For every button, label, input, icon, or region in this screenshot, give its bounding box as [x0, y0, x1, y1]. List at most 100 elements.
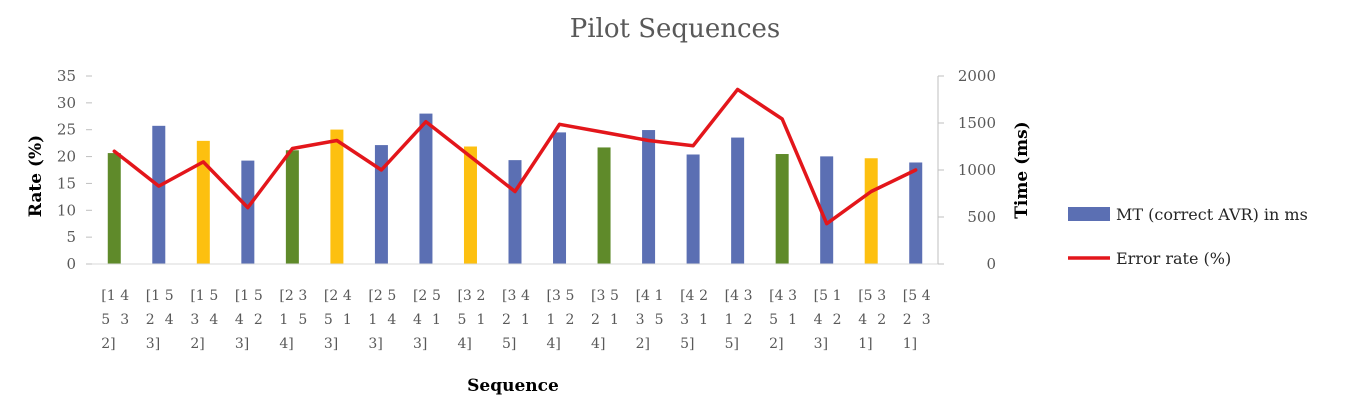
category-label-18-2: 1] — [903, 336, 917, 352]
category-label-6-1: 1 — [368, 312, 377, 328]
bar-series — [107, 113, 923, 264]
legend-label-line: Error rate (%) — [1116, 249, 1231, 268]
category-label-9-2: 5] — [502, 336, 516, 352]
category-label-6-2: 3] — [368, 336, 382, 352]
category-label-8-4: 1 — [476, 312, 485, 328]
category-label-0-3: 4 — [120, 288, 129, 304]
category-label-7-3: 5 — [432, 288, 441, 304]
left-tick-label-6: 30 — [57, 94, 76, 112]
bar-7 — [419, 113, 433, 264]
category-label-5-3: 4 — [343, 288, 352, 304]
category-label-13-2: 5] — [680, 336, 694, 352]
category-label-10-2: 4] — [547, 336, 561, 352]
category-label-4-1: 1 — [279, 312, 288, 328]
category-label-2-1: 3 — [190, 312, 199, 328]
right-axis-title: Time (ms) — [1012, 121, 1032, 218]
category-label-10-3: 5 — [566, 288, 575, 304]
category-label-2-4: 4 — [209, 312, 218, 328]
category-label-6-3: 5 — [387, 288, 396, 304]
category-label-18-0: [5 — [903, 288, 917, 304]
category-label-8-3: 2 — [476, 288, 485, 304]
bar-4 — [285, 150, 299, 264]
category-label-7-2: 3] — [413, 336, 427, 352]
category-label-3-1: 4 — [235, 312, 244, 328]
bar-14 — [731, 137, 745, 264]
bar-8 — [463, 146, 477, 264]
bar-3 — [241, 160, 255, 264]
bar-17 — [864, 158, 878, 264]
left-axis: 0 5 10 15 20 25 30 35 — [57, 67, 92, 273]
bar-2 — [196, 140, 210, 264]
bar-1 — [152, 125, 166, 264]
legend-label-bars: MT (correct AVR) in ms — [1116, 205, 1308, 224]
bar-13 — [686, 154, 700, 264]
right-tick-label-3: 1500 — [958, 114, 996, 132]
left-tick-label-7: 35 — [57, 67, 76, 85]
category-label-3-4: 2 — [254, 312, 263, 328]
category-label-0-4: 3 — [120, 312, 129, 328]
category-label-10-0: [3 — [547, 288, 561, 304]
bar-18 — [909, 162, 923, 264]
left-axis-title: Rate (%) — [26, 135, 46, 217]
category-label-6-0: [2 — [368, 288, 382, 304]
category-label-18-4: 3 — [922, 312, 931, 328]
category-label-4-0: [2 — [279, 288, 293, 304]
category-label-0-0: [1 — [101, 288, 115, 304]
category-label-15-0: [4 — [769, 288, 783, 304]
category-label-1-2: 3] — [146, 336, 160, 352]
category-label-5-0: [2 — [324, 288, 338, 304]
bar-12 — [642, 130, 656, 264]
x-axis-title: Sequence — [467, 376, 559, 396]
right-tick-label-0: 0 — [986, 255, 996, 273]
category-label-1-4: 4 — [165, 312, 174, 328]
left-tick-label-3: 15 — [57, 174, 76, 192]
category-label-11-2: 4] — [591, 336, 605, 352]
category-label-15-2: 2] — [769, 336, 783, 352]
category-label-6-4: 4 — [387, 312, 396, 328]
category-label-12-1: 3 — [636, 312, 645, 328]
bar-15 — [775, 154, 789, 264]
category-label-5-1: 5 — [324, 312, 333, 328]
bar-16 — [820, 156, 834, 264]
category-label-4-3: 3 — [298, 288, 307, 304]
legend-swatch-bars — [1068, 207, 1110, 221]
category-label-13-0: [4 — [680, 288, 694, 304]
category-label-9-0: [3 — [502, 288, 516, 304]
category-label-11-4: 1 — [610, 312, 619, 328]
category-label-12-0: [4 — [636, 288, 650, 304]
category-label-14-0: [4 — [725, 288, 739, 304]
category-label-11-1: 2 — [591, 312, 600, 328]
left-tick-label-2: 10 — [57, 201, 76, 219]
category-label-13-1: 3 — [680, 312, 689, 328]
category-label-5-4: 1 — [343, 312, 352, 328]
category-label-9-1: 2 — [502, 312, 511, 328]
category-label-3-0: [1 — [235, 288, 249, 304]
category-label-15-3: 3 — [788, 288, 797, 304]
category-label-14-4: 2 — [744, 312, 753, 328]
category-label-3-3: 5 — [254, 288, 263, 304]
left-tick-label-5: 25 — [57, 121, 76, 139]
category-label-0-2: 2] — [101, 336, 115, 352]
category-label-14-3: 3 — [744, 288, 753, 304]
category-label-14-2: 5] — [725, 336, 739, 352]
right-axis: 0 500 1000 1500 2000 — [938, 67, 996, 273]
category-label-16-1: 4 — [814, 312, 823, 328]
category-label-11-0: [3 — [591, 288, 605, 304]
category-label-7-4: 1 — [432, 312, 441, 328]
category-label-7-1: 4 — [413, 312, 422, 328]
left-tick-label-1: 5 — [66, 228, 76, 246]
category-label-17-4: 2 — [877, 312, 886, 328]
error-rate-line — [112, 87, 918, 226]
category-label-12-4: 5 — [655, 312, 664, 328]
category-label-16-2: 3] — [814, 336, 828, 352]
category-label-2-0: [1 — [190, 288, 204, 304]
category-label-17-3: 3 — [877, 288, 886, 304]
bar-10 — [553, 132, 567, 264]
bar-11 — [597, 147, 611, 264]
category-label-12-3: 1 — [655, 288, 664, 304]
category-labels: [152]43[123]54[132]54[143]52[214]35[253]… — [101, 288, 930, 352]
category-label-14-1: 1 — [725, 312, 734, 328]
bar-6 — [374, 145, 388, 264]
category-label-0-1: 5 — [101, 312, 110, 328]
